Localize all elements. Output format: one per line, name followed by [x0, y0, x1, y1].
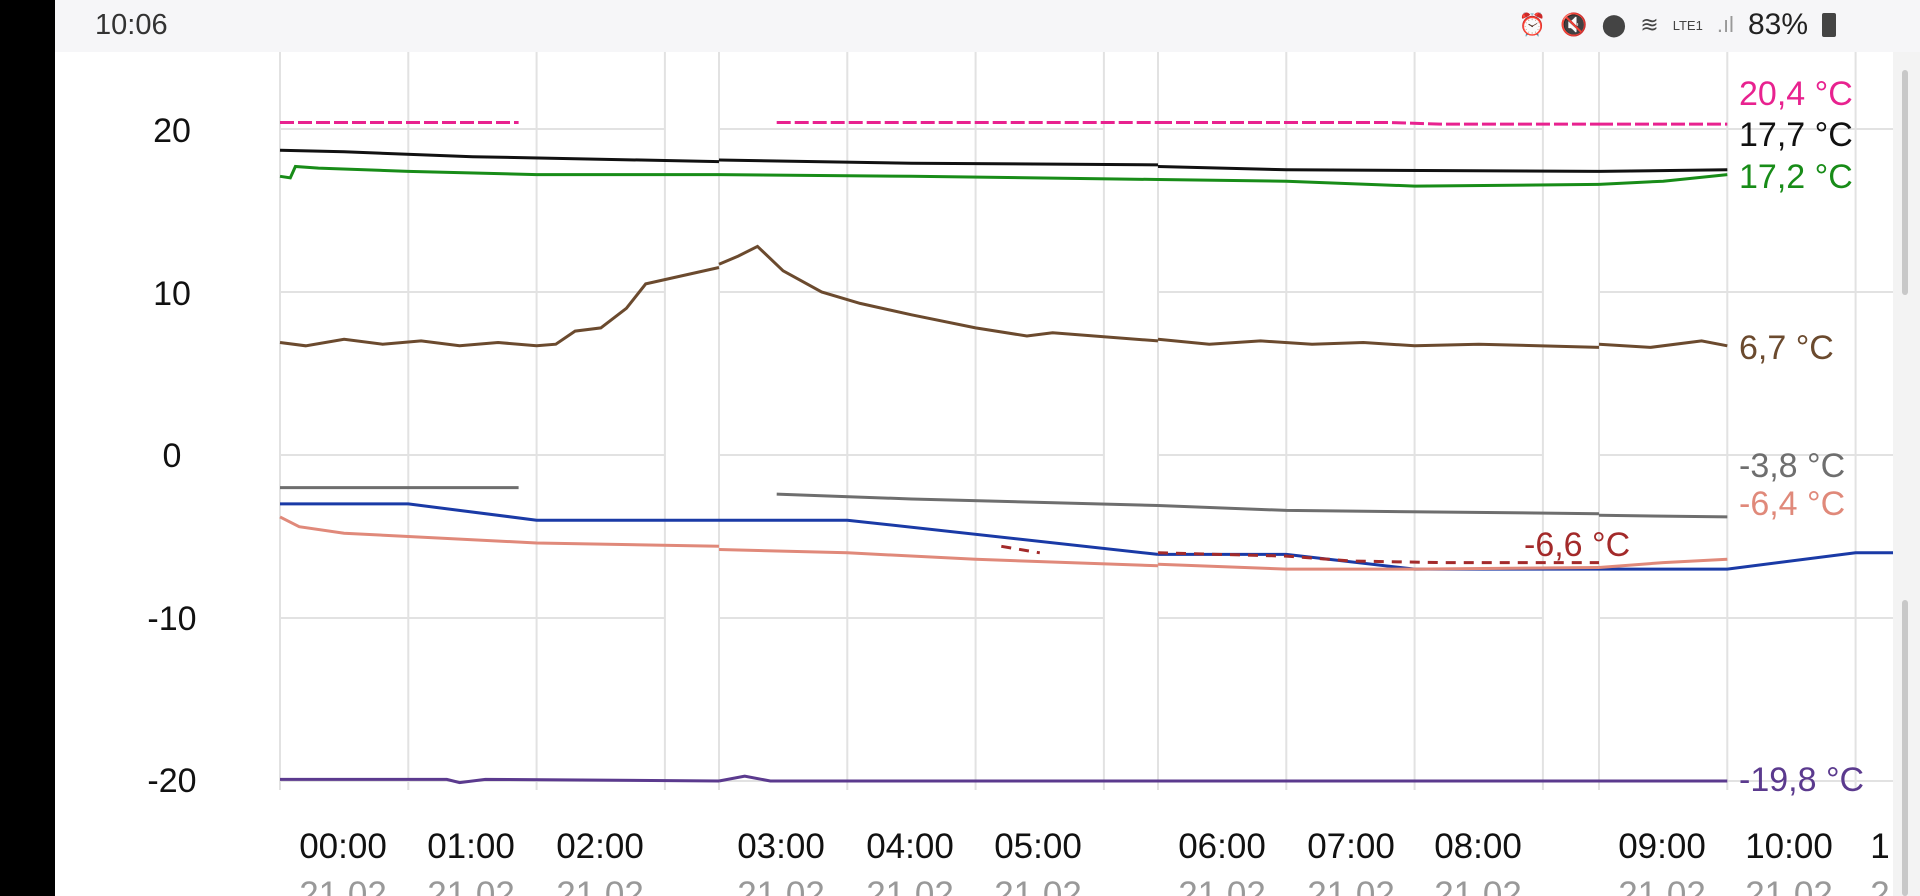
x-tick-time: 00:00 [299, 827, 387, 866]
alarm-icon: ⏰ [1518, 12, 1547, 37]
x-tick-date: 21.02 [1745, 875, 1833, 896]
x-tick-time: 02:00 [556, 827, 644, 866]
series-salmon-line [1157, 562, 1600, 571]
scrollbar-bottom[interactable] [1902, 600, 1908, 896]
x-tick-date: 21.02 [994, 875, 1082, 896]
volte-icon: LTE1 [1672, 17, 1703, 33]
series-pink-line [1158, 121, 1599, 126]
series-brown-line [279, 266, 720, 348]
series-salmon-line [279, 515, 720, 548]
series-purple-line [718, 774, 1158, 783]
x-tick-time: 04:00 [866, 827, 954, 866]
series-brown-line [1157, 337, 1600, 349]
x-tick-date: 21.02 [299, 875, 387, 896]
y-tick-label: -20 [147, 762, 196, 800]
left-black-bar [0, 0, 55, 896]
x-tick-date: 21.02 [427, 875, 515, 896]
x-tick-date: 2 [1870, 875, 1889, 896]
x-tick-time: 09:00 [1618, 827, 1706, 866]
x-tick-date: 21.02 [1434, 875, 1522, 896]
series-black-line [1598, 168, 1728, 173]
wifi-icon: ≋ [1640, 12, 1659, 37]
series-salmon-line [718, 548, 1159, 568]
series-black-line [718, 158, 1159, 167]
x-tick-date: 21.02 [1178, 875, 1266, 896]
y-axis: 20 10 0 -10 -20 [147, 112, 196, 800]
series-brown-line [1598, 339, 1728, 349]
x-tick-time: 10:00 [1745, 827, 1833, 866]
series-label-brown: 6,7 °C [1739, 329, 1834, 367]
series-green-line [1598, 173, 1728, 186]
y-tick-label: -10 [147, 600, 196, 638]
series-green-line [279, 164, 719, 180]
x-tick-time: 07:00 [1307, 827, 1395, 866]
x-tick-time: 05:00 [994, 827, 1082, 866]
mute-icon: 🔇 [1560, 12, 1588, 37]
grid [279, 52, 1893, 790]
y-tick-label: 0 [163, 437, 182, 475]
series-label-green: 17,2 °C [1739, 158, 1853, 196]
x-tick-time: 01:00 [427, 827, 515, 866]
x-tick-date: 21.02 [866, 875, 954, 896]
series-black-line [279, 148, 720, 164]
x-tick-date: 21.02 [1618, 875, 1706, 896]
series-purple-line [280, 777, 720, 785]
x-tick-date: 21.02 [1307, 875, 1395, 896]
series-label-darkred: -6,6 °C [1524, 526, 1630, 564]
x-tick-time: 06:00 [1178, 827, 1266, 866]
y-tick-label: 20 [153, 112, 191, 150]
scrollbar-top[interactable] [1902, 70, 1908, 295]
series-brown-line [718, 244, 1159, 343]
series-gray-line [1598, 513, 1728, 519]
series-blue-line [719, 518, 1159, 556]
series-label-gray: -3,8 °C [1739, 447, 1845, 485]
x-tick-date: 21.02 [737, 875, 825, 896]
series-gray-line [776, 492, 1159, 507]
series-lines [279, 121, 1893, 785]
series-blue-line [280, 502, 719, 522]
location-icon: ⬤ [1601, 12, 1627, 37]
signal-icon: .ıl [1716, 12, 1734, 37]
series-black-line [1157, 165, 1600, 173]
series-label-pink: 20,4 °C [1739, 75, 1853, 113]
series-salmon-line [1598, 557, 1728, 569]
series-label-black: 17,7 °C [1739, 116, 1853, 154]
y-tick-label: 10 [153, 275, 191, 313]
series-blue-line [1599, 551, 1893, 571]
series-green-line [1157, 178, 1600, 188]
x-axis: 00:00 21.02 01:00 21.02 02:00 21.02 03:00 21.02… [299, 827, 1890, 896]
series-labels: 20,4 °C 17,7 °C 17,2 °C 6,7 °C -3,8 °C -… [1524, 75, 1864, 799]
x-tick-date: 21.02 [556, 875, 644, 896]
status-time: 10:06 [95, 9, 168, 41]
battery-percent: 83% [1747, 8, 1808, 41]
series-label-salmon: -6,4 °C [1739, 485, 1845, 523]
series-label-purple: -19,8 °C [1739, 761, 1864, 799]
battery-icon [1822, 13, 1836, 37]
x-tick-time: 03:00 [737, 827, 825, 866]
series-green-line [718, 173, 1159, 181]
x-tick-time: 08:00 [1434, 827, 1522, 866]
series-gray-line [1157, 504, 1600, 516]
x-tick-time: 1 [1870, 827, 1889, 866]
status-bar: 10:06 ⏰ 🔇 ⬤ ≋ LTE1 .ıl 83% [55, 0, 1920, 52]
series-darkred-line [1001, 544, 1041, 555]
